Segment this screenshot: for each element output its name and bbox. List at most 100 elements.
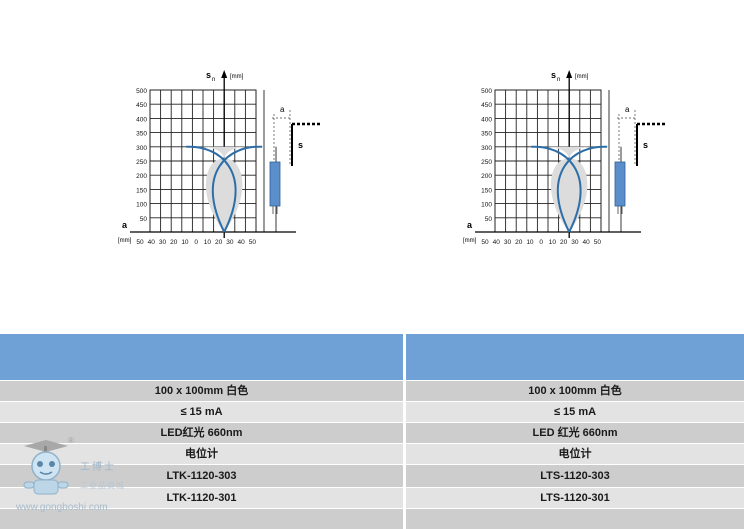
x-tick-labels: 50 40 30 20 10 0 10 20 30 40 50 bbox=[136, 239, 256, 246]
spec-row-model: LTS-1120-303 bbox=[406, 464, 744, 487]
x-unit-label: [mm] bbox=[118, 238, 132, 244]
sn-axis-label: s bbox=[551, 70, 556, 80]
x-tick-label: 0 bbox=[194, 239, 198, 246]
watermark: ® 工博士 工业品商城 www.gongboshi.com bbox=[14, 436, 154, 518]
spec-row-blank bbox=[406, 508, 744, 529]
registered-mark: ® bbox=[68, 436, 74, 445]
y-tick-label: 500 bbox=[136, 88, 147, 95]
y-tick-label: 100 bbox=[481, 202, 492, 209]
y-tick-label: 400 bbox=[136, 116, 147, 123]
x-tick-label: 0 bbox=[539, 239, 543, 246]
dim-a-label: a bbox=[280, 105, 285, 114]
spec-row-model: LTK-1120-303 bbox=[0, 464, 403, 487]
x-tick-label: 30 bbox=[571, 239, 579, 246]
x-tick-label: 30 bbox=[504, 239, 512, 246]
spec-row-current: ≤ 15 mA bbox=[0, 401, 403, 422]
x-tick-label: 10 bbox=[181, 239, 189, 246]
detection-curves bbox=[186, 145, 263, 233]
detection-range-chart-right: 500 450 400 350 300 250 200 150 100 50 50 40 30 20 10… bbox=[455, 60, 744, 260]
watermark-brand: 工博士 bbox=[80, 462, 116, 473]
x-tick-label: 40 bbox=[238, 239, 246, 246]
y-tick-label: 400 bbox=[481, 116, 492, 123]
detection-range-chart-left: 500 450 400 350 300 250 200 150 100 50 50 40 30 20 10… bbox=[110, 60, 410, 260]
sensor-body bbox=[269, 161, 281, 207]
x-tick-label: 50 bbox=[136, 239, 144, 246]
y-tick-label: 250 bbox=[481, 159, 492, 166]
y-tick-label: 200 bbox=[481, 173, 492, 180]
x-tick-label: 40 bbox=[583, 239, 591, 246]
spec-column-lts: 100 x 100mm 白色 ≤ 15 mA LED 红光 660nm 电位计 … bbox=[406, 334, 744, 529]
spec-column-ltk: 100 x 100mm 白色 ≤ 15 mA LED红光 660nm 电位计 L… bbox=[0, 334, 403, 529]
watermark-url: www.gongboshi.com bbox=[16, 502, 108, 513]
y-tick-label: 350 bbox=[481, 131, 492, 138]
spec-row-target: 100 x 100mm 白色 bbox=[406, 380, 744, 401]
y-tick-label: 450 bbox=[481, 102, 492, 109]
detection-area bbox=[205, 158, 243, 232]
spec-row-current: ≤ 15 mA bbox=[406, 401, 744, 422]
y-tick-label: 50 bbox=[485, 216, 493, 223]
x-axis-label: a bbox=[467, 220, 473, 230]
detection-curve bbox=[531, 145, 582, 233]
spec-row-adjustment: 电位计 bbox=[0, 443, 403, 464]
y-axis-arrow bbox=[221, 70, 228, 78]
y-tick-label: 150 bbox=[136, 187, 147, 194]
spec-table: 100 x 100mm 白色 ≤ 15 mA LED红光 660nm 电位计 L… bbox=[0, 334, 744, 529]
x-tick-label: 20 bbox=[515, 239, 523, 246]
sensor-diagram: as bbox=[614, 105, 667, 214]
y-tick-label: 450 bbox=[136, 102, 147, 109]
spec-row-blank bbox=[0, 508, 403, 529]
x-tick-label: 20 bbox=[560, 239, 568, 246]
y-tick-label: 50 bbox=[140, 216, 148, 223]
y-tick-label: 300 bbox=[136, 145, 147, 152]
x-tick-label: 10 bbox=[549, 239, 557, 246]
y-tick-label: 350 bbox=[136, 131, 147, 138]
dim-a-label: a bbox=[625, 105, 630, 114]
y-tick-label: 250 bbox=[136, 159, 147, 166]
x-tick-label: 30 bbox=[226, 239, 234, 246]
x-tick-label: 30 bbox=[159, 239, 167, 246]
detection-curves bbox=[531, 145, 608, 233]
x-axis-label: a bbox=[122, 220, 128, 230]
y-tick-label: 100 bbox=[136, 202, 147, 209]
y-tick-labels: 500 450 400 350 300 250 200 150 100 50 bbox=[136, 88, 147, 223]
y-tick-label: 200 bbox=[136, 173, 147, 180]
dim-s-label: s bbox=[298, 140, 303, 150]
sn-axis-sub: n bbox=[557, 77, 560, 83]
x-tick-label: 20 bbox=[215, 239, 223, 246]
detection-curve bbox=[186, 145, 237, 233]
robot-mascot-icon bbox=[23, 440, 69, 495]
x-tick-label: 50 bbox=[481, 239, 489, 246]
x-tick-label: 40 bbox=[493, 239, 501, 246]
detection-curve bbox=[556, 145, 608, 233]
y-tick-label: 300 bbox=[481, 145, 492, 152]
sn-axis-label: s bbox=[206, 70, 211, 80]
y-tick-labels: 500 450 400 350 300 250 200 150 100 50 bbox=[481, 88, 492, 223]
y-axis-arrow bbox=[566, 70, 573, 78]
watermark-subtitle: 工业品商城 bbox=[80, 481, 125, 490]
x-unit-label: [mm] bbox=[463, 238, 477, 244]
x-tick-labels: 50 40 30 20 10 0 10 20 30 40 50 bbox=[481, 239, 601, 246]
x-tick-label: 50 bbox=[594, 239, 602, 246]
sn-axis-sub: n bbox=[212, 77, 215, 83]
detection-area-top bbox=[533, 146, 606, 161]
sensor-body bbox=[614, 161, 626, 207]
x-tick-label: 10 bbox=[204, 239, 212, 246]
detection-area-top bbox=[188, 146, 261, 161]
detection-area bbox=[550, 158, 588, 232]
x-tick-label: 50 bbox=[249, 239, 257, 246]
y-tick-label: 150 bbox=[481, 187, 492, 194]
spec-header bbox=[0, 334, 403, 380]
spec-row-light-source: LED 红光 660nm bbox=[406, 422, 744, 443]
y-unit-label: [mm] bbox=[575, 74, 589, 80]
spec-row-light-source: LED红光 660nm bbox=[0, 422, 403, 443]
spec-row-model: LTK-1120-301 bbox=[0, 487, 403, 508]
y-tick-label: 500 bbox=[481, 88, 492, 95]
spec-row-adjustment: 电位计 bbox=[406, 443, 744, 464]
spec-header bbox=[406, 334, 744, 380]
x-tick-label: 10 bbox=[526, 239, 534, 246]
x-tick-label: 20 bbox=[170, 239, 178, 246]
dim-s-label: s bbox=[643, 140, 648, 150]
y-unit-label: [mm] bbox=[230, 74, 244, 80]
